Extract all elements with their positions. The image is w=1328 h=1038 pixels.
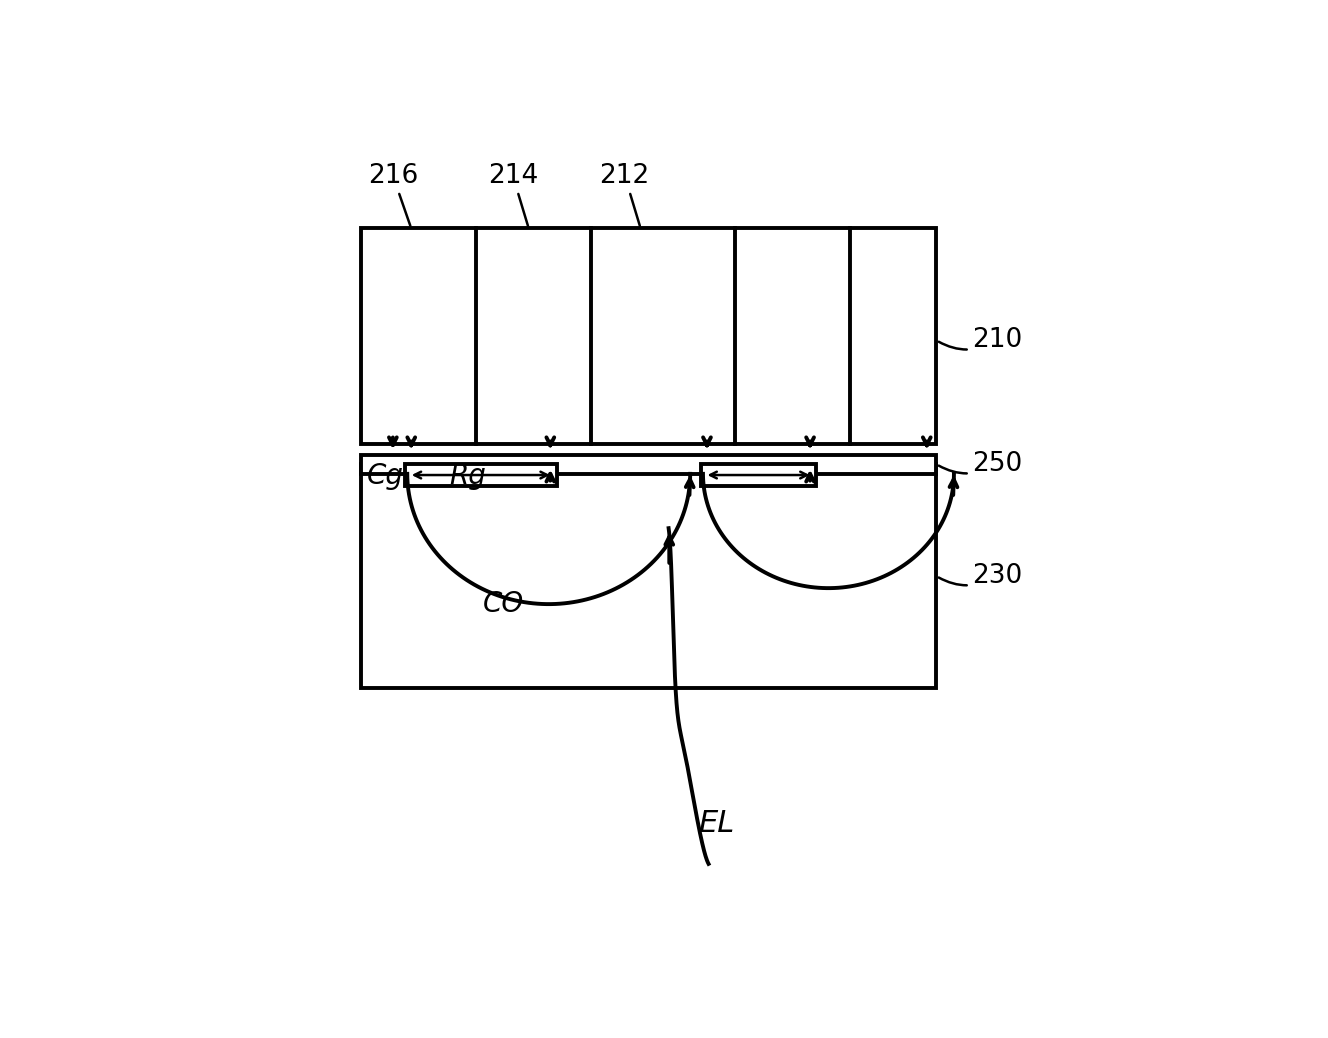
Text: 210: 210: [939, 327, 1023, 353]
Text: EL: EL: [699, 810, 734, 839]
Text: CO: CO: [482, 591, 523, 618]
Text: 230: 230: [939, 564, 1023, 590]
Bar: [361, 455, 936, 473]
Text: Cg: Cg: [368, 462, 404, 490]
Bar: [405, 464, 556, 486]
Bar: [701, 464, 817, 486]
Bar: [361, 464, 936, 688]
Text: 250: 250: [939, 452, 1023, 477]
Text: Rg: Rg: [449, 462, 486, 490]
Text: 212: 212: [599, 163, 649, 226]
Text: 216: 216: [368, 163, 418, 226]
Text: 214: 214: [487, 163, 538, 226]
Bar: [361, 228, 936, 444]
